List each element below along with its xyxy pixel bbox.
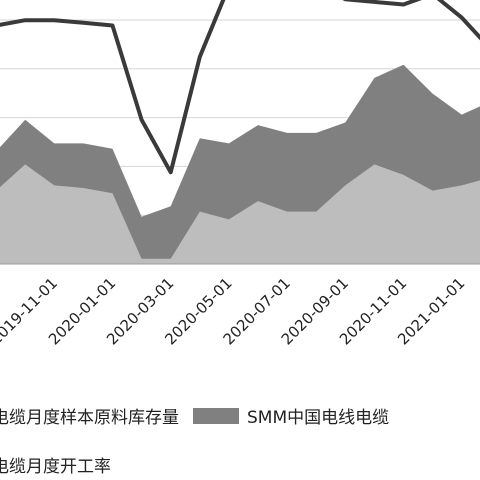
legend-label-operating-rate: 电缆月度开工率 xyxy=(0,457,111,477)
chart: 2019-09-012019-11-012020-01-012020-03-01… xyxy=(0,0,480,348)
legend-row-2: 电缆月度开工率 xyxy=(0,452,111,477)
line-operating-rate xyxy=(0,0,480,175)
legend-swatch-smm xyxy=(193,407,239,424)
x-tick-labels: 2019-09-012019-11-012020-01-012020-03-01… xyxy=(0,274,469,348)
legend-row-1: 电缆月度样本原料库存量 SMM中国电线电缆 xyxy=(0,403,389,428)
area-series xyxy=(0,64,480,264)
legend-label-inventory: 电缆月度样本原料库存量 xyxy=(0,408,179,428)
legend-label-smm: SMM中国电线电缆 xyxy=(247,408,390,428)
line-series xyxy=(0,0,480,175)
area-inventory xyxy=(0,164,480,264)
